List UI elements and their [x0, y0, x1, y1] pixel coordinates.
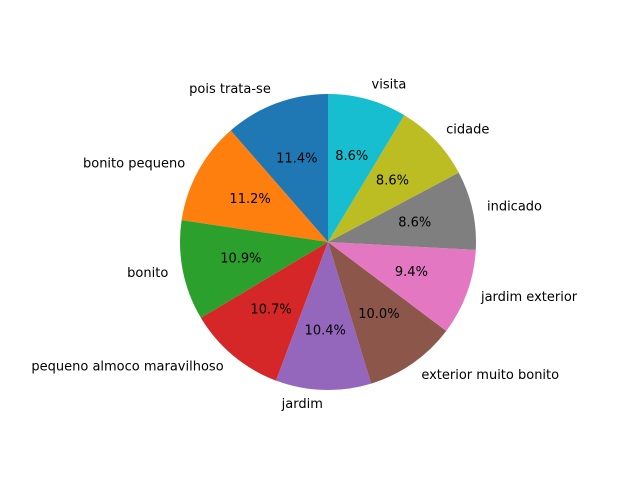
- slice-label: jardim: [281, 397, 323, 412]
- slice-label: bonito pequeno: [83, 156, 185, 171]
- slice-percentage: 8.6%: [335, 149, 368, 164]
- slice-percentage: 8.6%: [376, 173, 409, 188]
- slice-percentage: 11.2%: [229, 192, 270, 207]
- pie-slice: [276, 242, 372, 390]
- slice-label: visita: [372, 78, 407, 93]
- pie-slice: [180, 220, 328, 318]
- slice-percentage: 9.4%: [395, 265, 428, 280]
- slice-label: bonito: [127, 266, 168, 281]
- slice-percentage: 10.9%: [220, 252, 261, 267]
- slice-percentage: 10.0%: [358, 307, 399, 322]
- slice-percentage: 11.4%: [276, 151, 317, 166]
- pie-slice: [181, 130, 328, 242]
- slice-label: pequeno almoco maravilhoso: [31, 359, 223, 374]
- category-labels: pois trata-se bonito pequeno bonito pequeno…: [31, 78, 577, 413]
- slice-label: indicado: [487, 199, 542, 214]
- slice-percentage: 10.4%: [305, 323, 346, 338]
- slice-label: pois trata-se: [189, 82, 271, 97]
- pie-slice: [328, 242, 476, 332]
- pie-slices: [180, 94, 476, 390]
- percentage-labels: 11.4% 11.2% 10.9% 10.7% 10.4% 10.0% 9.4% 8.6% 8.…: [220, 149, 431, 338]
- pie-slice: [200, 242, 328, 381]
- pie-slice: [328, 94, 405, 242]
- slice-label: jardim exterior: [480, 290, 578, 305]
- slice-label: exterior muito bonito: [421, 368, 559, 383]
- pie-slice: [230, 94, 328, 242]
- slice-percentage: 10.7%: [250, 303, 291, 318]
- pie-slice: [328, 242, 447, 384]
- pie-slice: [328, 172, 476, 250]
- pie-slice: [328, 115, 459, 242]
- slice-percentage: 8.6%: [398, 215, 431, 230]
- slice-label: cidade: [446, 123, 489, 138]
